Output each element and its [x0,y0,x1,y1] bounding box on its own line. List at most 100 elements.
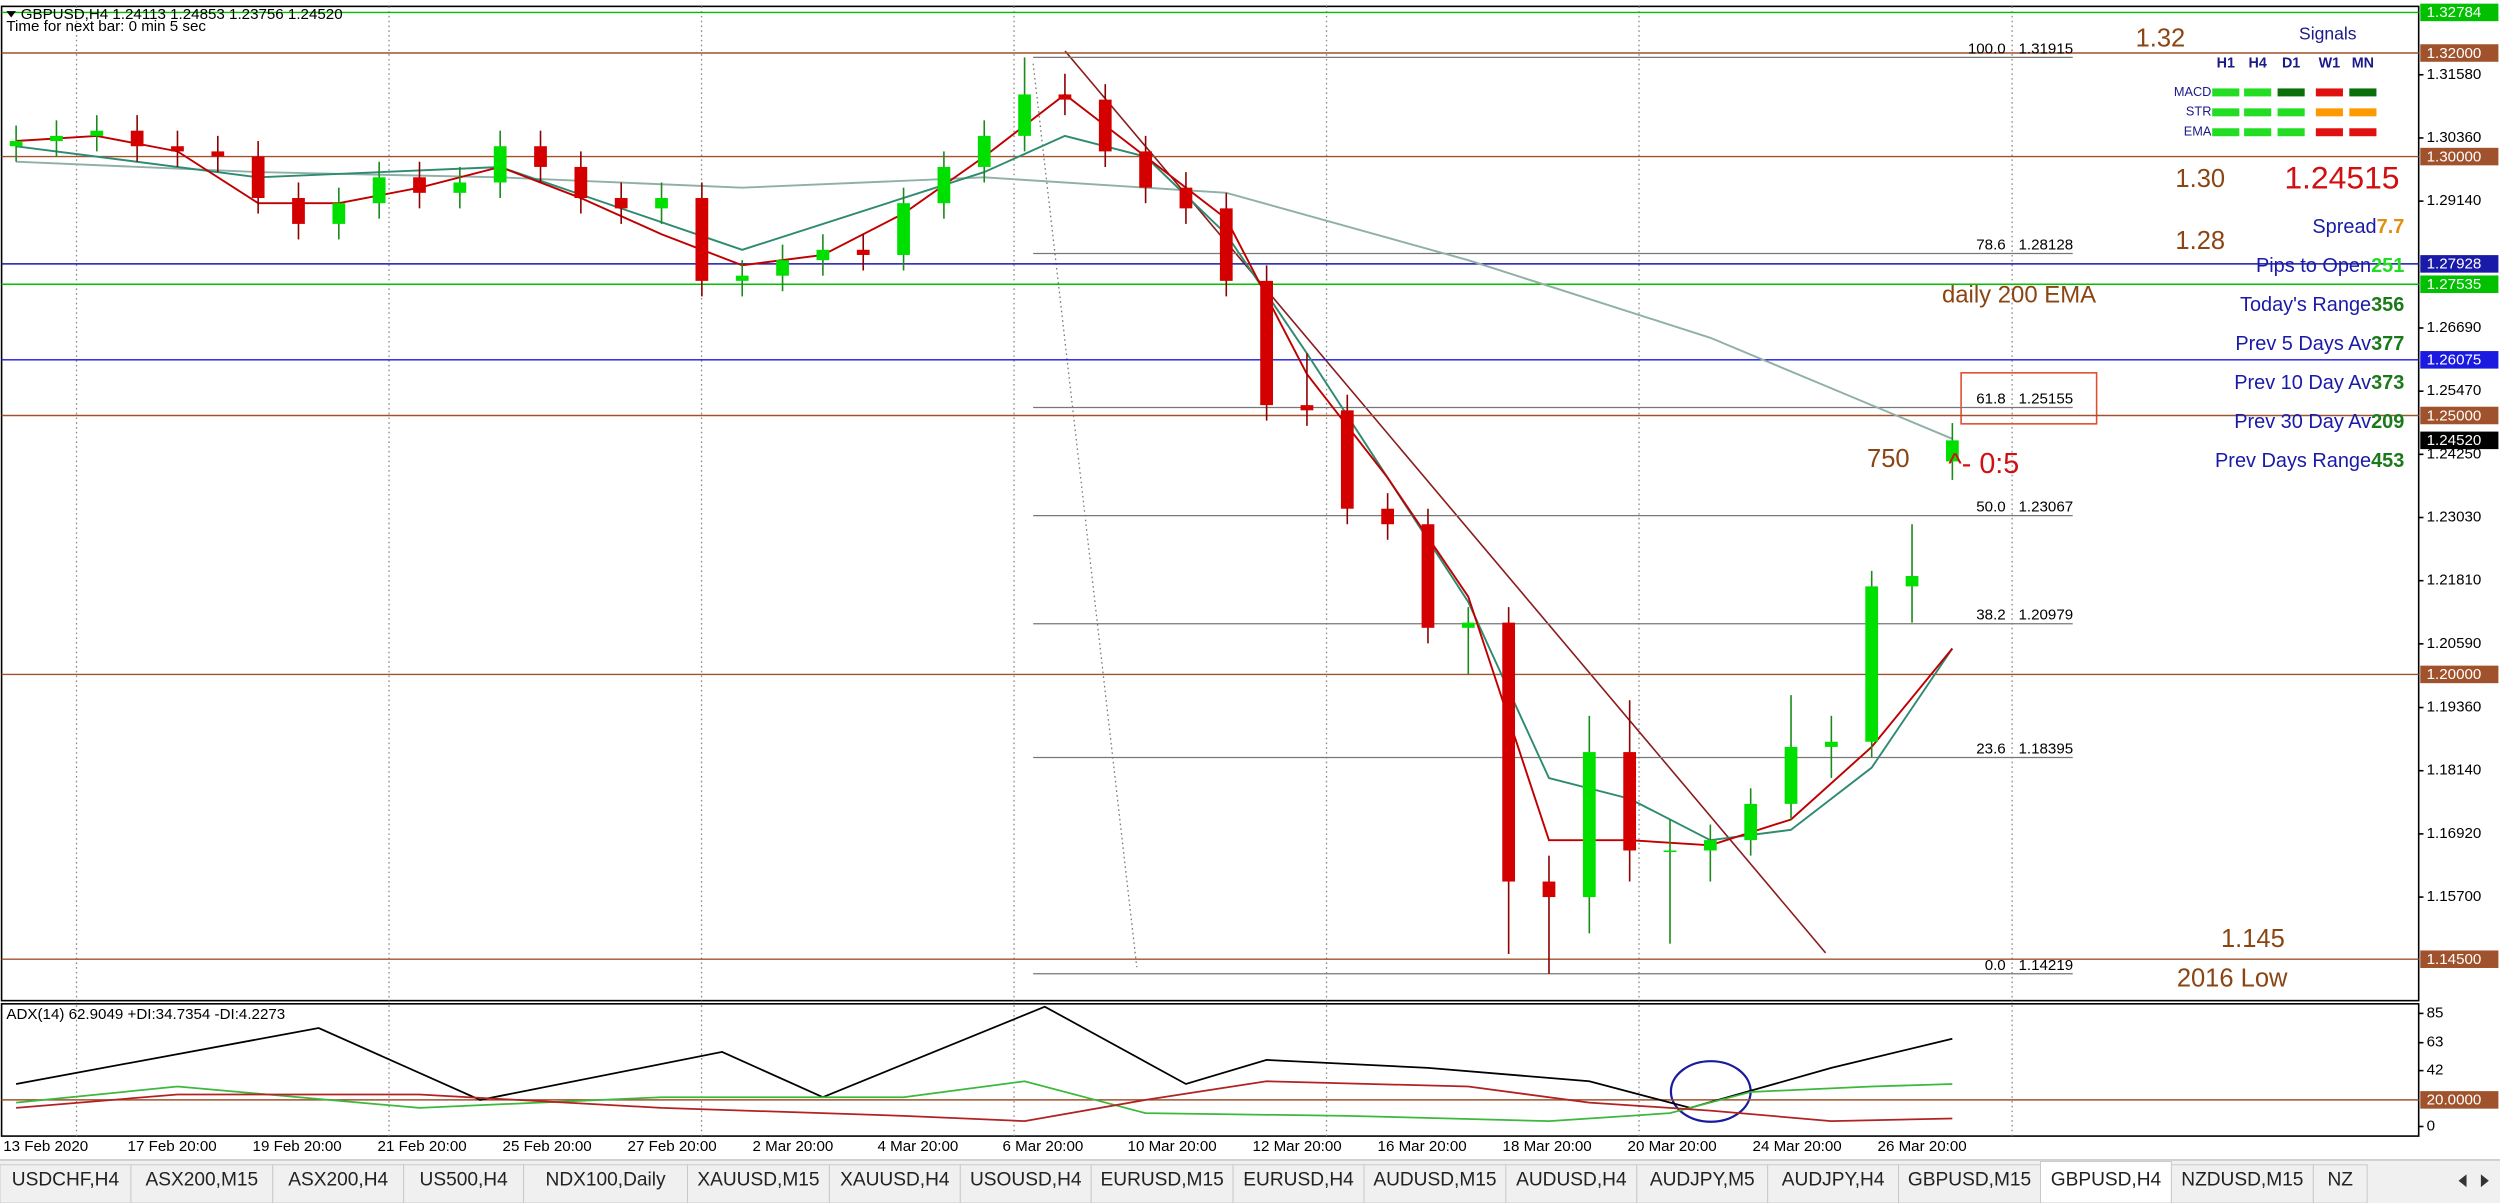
annotation: daily 200 EMA [1942,282,2096,309]
tab-label[interactable]: GBPUSD,M15 [1908,1170,2031,1191]
fib-value: 1.28128 [2018,237,2073,254]
info-row: Today's Range356 [2240,294,2404,316]
tab-background[interactable] [2170,1164,2314,1203]
y-tick-label: 1.29140 [2427,192,2482,209]
tab-label[interactable]: GBPUSD,H4 [2051,1170,2162,1191]
candle-body [1018,94,1031,136]
tab-background[interactable] [1767,1164,1900,1203]
tab-background[interactable] [272,1164,405,1203]
tab-label[interactable]: AUDUSD,H4 [1516,1170,1627,1191]
x-tick-label: 19 Feb 20:00 [253,1138,342,1155]
tab-label[interactable]: USDCHF,H4 [12,1170,120,1191]
tab[interactable]: NZ [2312,1164,2368,1203]
price-tag [2420,275,2499,293]
price-tag-label: 1.32784 [2427,4,2482,21]
candle-body [977,135,991,167]
tab-background[interactable] [2312,1164,2368,1203]
tab[interactable]: EURUSD,H4 [1232,1164,1365,1203]
tab-label[interactable]: AUDJPY,H4 [1782,1170,1885,1191]
signals-column: D1 [2282,56,2300,72]
tab-background[interactable] [1898,1164,2041,1203]
tab[interactable]: XAUUSD,M15 [687,1164,830,1203]
tab-label[interactable]: US500,H4 [420,1170,509,1191]
tab[interactable]: ASX200,H4 [272,1164,405,1203]
tab-label[interactable]: AUDUSD,M15 [1373,1170,1496,1191]
tab[interactable]: AUDUSD,M15 [1363,1164,1507,1203]
x-tick-label: 17 Feb 20:00 [128,1138,217,1155]
info-value: 453 [2371,450,2404,472]
fib-level: 23.6 [1976,741,2005,758]
tab[interactable]: AUDUSD,H4 [1505,1164,1638,1203]
tab[interactable]: ASX200,M15 [130,1164,274,1203]
fib-value: 1.18395 [2018,741,2073,758]
tab[interactable]: USOUSD,H4 [959,1164,1092,1203]
tab-background[interactable] [130,1164,274,1203]
signals-column: H4 [2248,56,2266,72]
tab[interactable]: GBPUSD,H4 [2040,1161,2172,1203]
tab[interactable]: EURUSD,M15 [1090,1164,1234,1203]
fib-level: 61.8 [1976,391,2005,408]
info-label: Prev 10 Day Av [2234,372,2371,394]
candle-body [211,151,225,157]
candle-body [1058,94,1072,100]
tab-label[interactable]: NZ [2327,1170,2353,1191]
tab-background[interactable] [523,1164,688,1203]
tab-background[interactable] [1232,1164,1365,1203]
tab[interactable]: XAUUSD,H4 [828,1164,961,1203]
candle-body [897,203,910,255]
tab-label[interactable]: XAUUSD,H4 [840,1170,950,1191]
adx-tick-label: 0 [2427,1118,2435,1135]
tab[interactable]: AUDJPY,M5 [1636,1164,1769,1203]
tab[interactable]: US500,H4 [403,1164,525,1203]
price-tag-label: 1.25000 [2427,407,2482,424]
tab-background[interactable] [687,1164,830,1203]
tab-label[interactable]: XAUUSD,M15 [697,1170,819,1191]
tab-label[interactable]: ASX200,M15 [146,1170,259,1191]
candle-body [1663,850,1677,853]
fib-highlight-box [1960,372,2098,425]
price-tag-label: 1.14500 [2427,951,2482,968]
signal-box [2212,108,2240,117]
tab-label[interactable]: AUDJPY,M5 [1650,1170,1755,1191]
tab[interactable]: NZDUSD,M15 [2170,1164,2314,1203]
candle-body [1381,508,1395,525]
candle-body [251,156,265,199]
tab-label[interactable]: EURUSD,M15 [1101,1170,1224,1191]
info-value: 373 [2371,372,2404,394]
candle-body [292,198,305,224]
candle-body [1502,622,1516,882]
signal-box [2244,128,2272,137]
fib-value: 1.20979 [2018,607,2073,624]
price-tag-label: 1.27535 [2427,276,2482,293]
candle-body [614,198,628,209]
tab[interactable]: NDX100,Daily [523,1164,688,1203]
tab-label[interactable]: NDX100,Daily [546,1170,666,1191]
tab-background[interactable] [2040,1161,2172,1203]
candle-body [1824,741,1838,747]
tab[interactable]: USDCHF,H4 [0,1164,132,1203]
tab[interactable]: AUDJPY,H4 [1767,1164,1900,1203]
fib-level: 50.0 [1976,499,2005,516]
price-tag-label: 1.26075 [2427,352,2482,369]
tab-label[interactable]: ASX200,H4 [288,1170,388,1191]
info-value: 377 [2371,333,2404,355]
candle-body [1542,881,1556,898]
signal-box [2315,88,2343,97]
tab[interactable]: GBPUSD,M15 [1898,1164,2041,1203]
fib-level: 0.0 [1985,957,2006,974]
tabs: USDCHF,H4 ASX200,M15 ASX200,H4 US500,H4 NDX1… [0,1161,2368,1203]
tab-background[interactable] [828,1164,961,1203]
candle-body [332,203,346,224]
x-tick-label: 10 Mar 20:00 [1128,1138,1217,1155]
price-tag [2420,431,2499,450]
tab-label[interactable]: EURUSD,H4 [1243,1170,1354,1191]
tab-scroll-left[interactable] [2458,1174,2467,1188]
candle-body [493,146,507,183]
candles-layer [9,57,1959,974]
tab-label[interactable]: USOUSD,H4 [970,1170,1082,1191]
tab-background[interactable] [1090,1164,1234,1203]
tab-label[interactable]: NZDUSD,M15 [2181,1170,2303,1191]
tab-scroll-right[interactable] [2480,1174,2489,1188]
price-tag [2420,406,2499,425]
